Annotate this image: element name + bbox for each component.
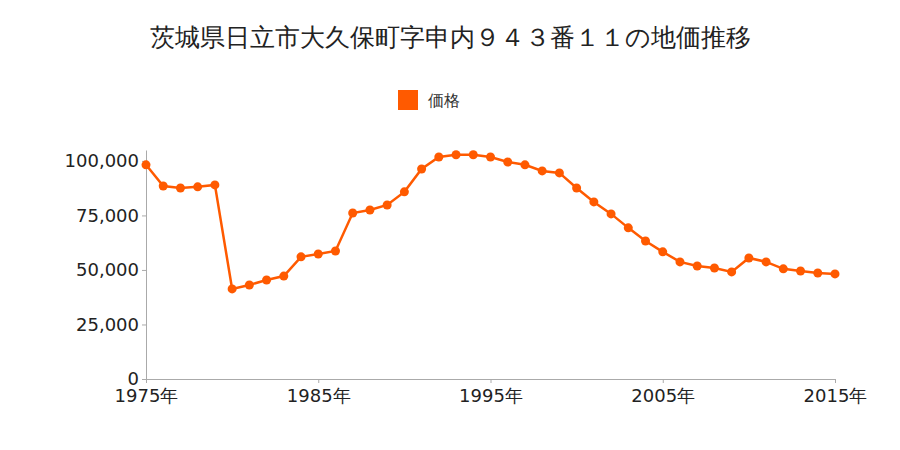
y-tick-mark <box>142 379 146 380</box>
point <box>331 246 340 255</box>
point <box>831 269 840 278</box>
x-tick: 1975年 <box>115 379 179 406</box>
point <box>245 281 254 290</box>
y-tick: 75,000 <box>76 205 146 226</box>
point <box>262 275 271 284</box>
y-tick-label: 50,000 <box>76 259 139 280</box>
y-axis: 025,00050,00075,000100,000 <box>65 150 147 389</box>
point <box>589 197 598 206</box>
point <box>693 262 702 271</box>
legend-swatch <box>398 90 418 110</box>
point <box>159 181 168 190</box>
point <box>727 267 736 276</box>
point <box>762 257 771 266</box>
x-tick-label: 1985年 <box>287 385 351 406</box>
point <box>658 247 667 256</box>
y-tick: 100,000 <box>65 150 146 171</box>
point <box>710 263 719 272</box>
point <box>176 183 185 192</box>
point <box>520 160 529 169</box>
point <box>675 257 684 266</box>
y-tick-mark <box>142 324 146 325</box>
x-tick-mark <box>318 379 319 383</box>
point <box>572 183 581 192</box>
point <box>383 200 392 209</box>
y-tick-label: 75,000 <box>76 205 139 226</box>
y-tick-mark <box>142 215 146 216</box>
line <box>146 155 835 289</box>
point <box>228 284 237 293</box>
point <box>779 264 788 273</box>
y-tick: 25,000 <box>76 314 146 335</box>
point <box>813 269 822 278</box>
y-tick-mark <box>142 270 146 271</box>
y-axis-line <box>146 151 147 380</box>
point <box>641 236 650 245</box>
point <box>193 182 202 191</box>
x-tick: 2005年 <box>631 379 695 406</box>
x-tick: 2015年 <box>804 379 868 406</box>
legend-label: 価格 <box>428 91 460 110</box>
title: 茨城県日立市大久保町字申内９４３番１１の地価推移 <box>150 23 751 52</box>
point <box>469 150 478 159</box>
point <box>538 166 547 175</box>
x-tick-mark <box>835 379 836 383</box>
legend: 価格 <box>398 90 460 110</box>
point <box>796 267 805 276</box>
point <box>744 253 753 262</box>
point <box>607 209 616 218</box>
chart: 茨城県日立市大久保町字申内９４３番１１の地価推移025,00050,00075,… <box>0 0 900 450</box>
plot: 025,00050,00075,000100,0001975年1985年1995… <box>65 150 868 406</box>
point <box>279 272 288 281</box>
point <box>452 150 461 159</box>
point <box>503 157 512 166</box>
x-tick-mark <box>146 379 147 383</box>
point <box>210 180 219 189</box>
point <box>297 252 306 261</box>
y-tick-label: 25,000 <box>76 314 139 335</box>
x-tick: 1985年 <box>287 379 351 406</box>
y-tick-label: 100,000 <box>65 150 139 171</box>
x-tick-label: 1975年 <box>115 385 179 406</box>
point <box>348 209 357 218</box>
x-tick-label: 2015年 <box>804 385 868 406</box>
x-tick-label: 1995年 <box>459 385 523 406</box>
point <box>365 205 374 214</box>
y-tick: 50,000 <box>76 259 146 280</box>
point <box>400 187 409 196</box>
x-tick-mark <box>491 379 492 383</box>
point <box>142 160 151 169</box>
point <box>434 152 443 161</box>
point <box>417 164 426 173</box>
point <box>624 223 633 232</box>
marks <box>142 150 840 293</box>
x-tick-label: 2005年 <box>631 385 695 406</box>
point <box>555 168 564 177</box>
x-tick: 1995年 <box>459 379 523 406</box>
point <box>314 250 323 259</box>
point <box>486 152 495 161</box>
x-axis: 1975年 1985年 1995年 2005年 2015年 <box>115 379 868 406</box>
x-tick-mark <box>663 379 664 383</box>
